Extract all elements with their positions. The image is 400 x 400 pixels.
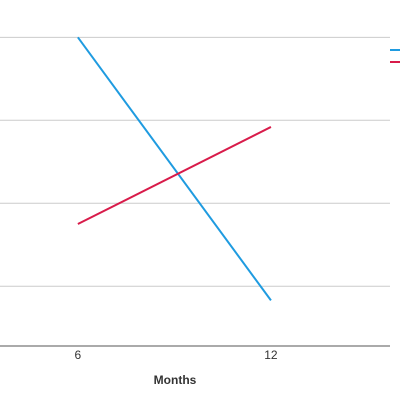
x-tick-label: 6 [75,348,82,362]
series-line [77,36,272,301]
x-tick-label: 12 [264,348,278,362]
series-line [77,126,272,225]
x-axis-label: Months [154,373,197,387]
